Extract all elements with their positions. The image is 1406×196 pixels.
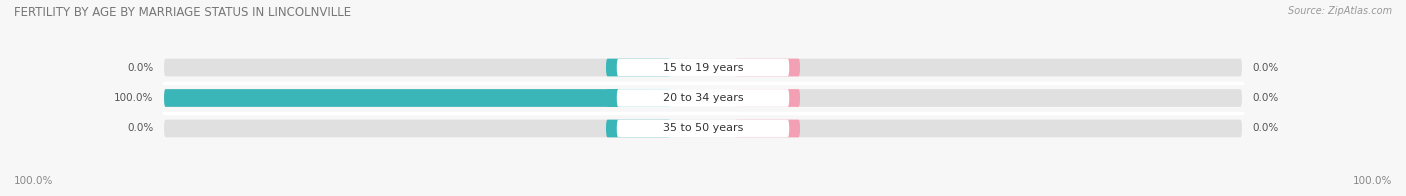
Text: 0.0%: 0.0% bbox=[127, 123, 153, 133]
Text: 100.0%: 100.0% bbox=[114, 93, 153, 103]
Text: 35 to 50 years: 35 to 50 years bbox=[662, 123, 744, 133]
FancyBboxPatch shape bbox=[735, 120, 800, 137]
FancyBboxPatch shape bbox=[617, 120, 789, 137]
FancyBboxPatch shape bbox=[606, 89, 671, 107]
Text: 0.0%: 0.0% bbox=[127, 63, 153, 73]
Text: Source: ZipAtlas.com: Source: ZipAtlas.com bbox=[1288, 6, 1392, 16]
Text: 0.0%: 0.0% bbox=[1253, 123, 1279, 133]
FancyBboxPatch shape bbox=[606, 59, 671, 76]
Text: 100.0%: 100.0% bbox=[14, 176, 53, 186]
Text: 15 to 19 years: 15 to 19 years bbox=[662, 63, 744, 73]
Text: 20 to 34 years: 20 to 34 years bbox=[662, 93, 744, 103]
FancyBboxPatch shape bbox=[165, 59, 1241, 76]
FancyBboxPatch shape bbox=[617, 59, 789, 76]
FancyBboxPatch shape bbox=[735, 89, 800, 107]
FancyBboxPatch shape bbox=[735, 59, 800, 76]
Text: FERTILITY BY AGE BY MARRIAGE STATUS IN LINCOLNVILLE: FERTILITY BY AGE BY MARRIAGE STATUS IN L… bbox=[14, 6, 352, 19]
FancyBboxPatch shape bbox=[617, 89, 789, 107]
Text: 0.0%: 0.0% bbox=[1253, 93, 1279, 103]
FancyBboxPatch shape bbox=[165, 89, 650, 107]
Text: 0.0%: 0.0% bbox=[1253, 63, 1279, 73]
FancyBboxPatch shape bbox=[165, 120, 1241, 137]
FancyBboxPatch shape bbox=[165, 89, 1241, 107]
FancyBboxPatch shape bbox=[606, 120, 671, 137]
Text: 100.0%: 100.0% bbox=[1353, 176, 1392, 186]
